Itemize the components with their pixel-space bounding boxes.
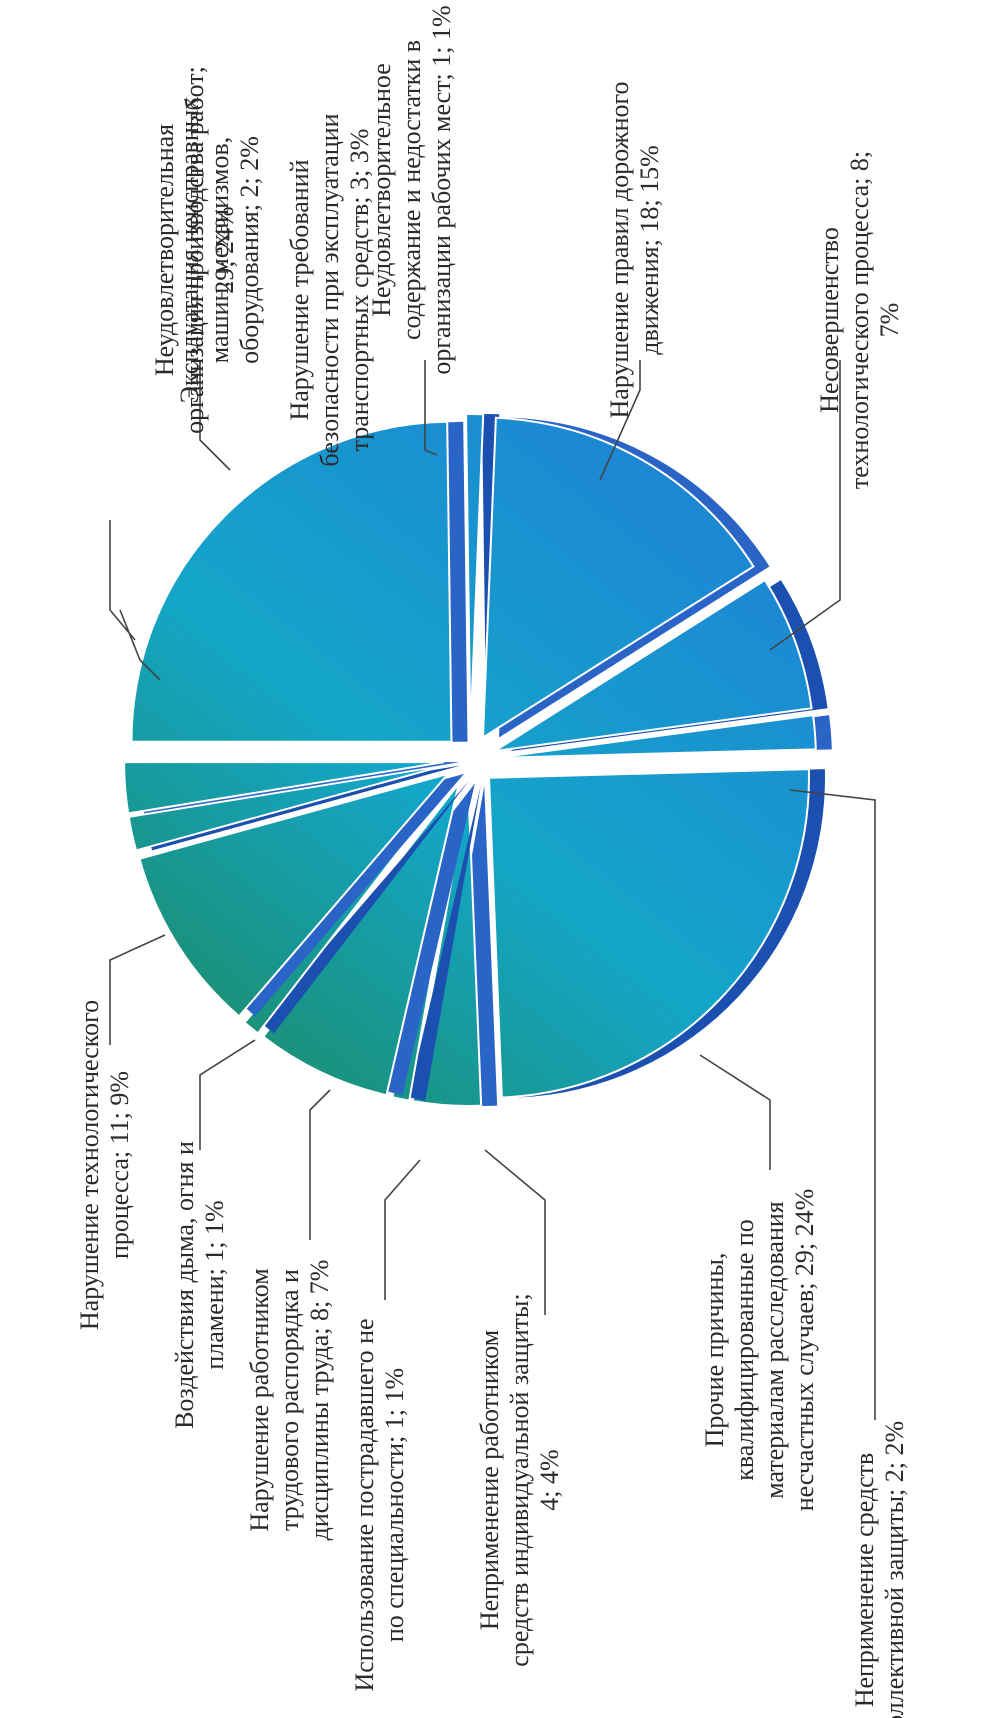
leader-line-5 xyxy=(789,789,876,1420)
data-label-8: Использование пострадавшего не по специал… xyxy=(350,1318,409,1691)
data-label-10: Воздействия дыма, огня и пламени; 1; 1% xyxy=(170,1141,229,1429)
labels-layer: Неудовлетворительная организация производ… xyxy=(75,5,909,1718)
pie-slice-11 xyxy=(138,772,451,1018)
data-label-line: технологического процесса; 8; xyxy=(845,151,874,489)
data-label-12: Эксплуатация неисправных машин, механизмо… xyxy=(175,97,264,404)
data-label-13: Нарушение требований безопасности при экс… xyxy=(285,113,374,466)
slice-edge-8 xyxy=(408,785,481,1101)
data-label-line: транспортных средств; 3; 3% xyxy=(345,129,374,452)
leader-line-2 xyxy=(424,360,438,456)
data-label-line: Эксплуатация неисправных xyxy=(175,97,204,404)
pie-slice-13 xyxy=(123,761,445,815)
slice-edge-12 xyxy=(144,765,461,851)
data-label-line: Нарушение технологического xyxy=(75,1000,104,1330)
data-label-line: Нарушение требований xyxy=(285,159,314,420)
data-label-6: Прочие причины, квалифицированные по матер… xyxy=(700,1189,819,1512)
data-label-7: Неприменение работником средств индивидуа… xyxy=(475,1293,564,1666)
data-label-line: машин, механизмов, xyxy=(205,137,234,363)
leader-line-1 xyxy=(199,360,231,471)
data-label-line: Неприменение средств xyxy=(850,1453,879,1708)
leader-line-13 xyxy=(109,520,136,641)
data-label-line: Неприменение работником xyxy=(475,1330,504,1630)
data-label-1: Неудовлетворительная организация производ… xyxy=(150,66,239,434)
pie-slice-2 xyxy=(465,413,485,735)
data-label-4: Несовершенство технологического процесса;… xyxy=(815,151,904,489)
data-label-line: Прочие причины, xyxy=(700,1253,729,1448)
data-label-line: 29; 24% xyxy=(210,206,239,293)
data-label-line: безопасности при эксплуатации xyxy=(315,113,344,466)
leader-line-10 xyxy=(199,1039,256,1150)
data-label-line: Воздействия дыма, огня и xyxy=(170,1141,199,1429)
data-label-line: оборудования; 2; 2% xyxy=(235,136,264,364)
data-label-line: организация производства работ; xyxy=(180,66,209,434)
data-label-line: несчастных случаев; 29; 24% xyxy=(790,1189,819,1512)
pie-slice-9 xyxy=(261,782,460,1097)
pie-slice-3 xyxy=(481,416,755,740)
data-label-line: пламени; 1; 1% xyxy=(200,1200,229,1369)
pie-slice-4 xyxy=(493,578,813,753)
data-label-line: 7% xyxy=(875,303,904,338)
leaders-layer xyxy=(109,360,876,1420)
data-label-line: 4; 4% xyxy=(535,1449,564,1510)
leader-line-11 xyxy=(109,934,166,1045)
data-label-line: Использование пострадавшего не xyxy=(350,1318,379,1691)
data-label-line: коллективной защиты; 2; 2% xyxy=(880,1421,909,1718)
pie-slice-6 xyxy=(487,768,810,1099)
leader-line-12 xyxy=(119,609,161,681)
slice-edge-10 xyxy=(260,780,470,1034)
data-label-line: Несовершенство xyxy=(815,227,844,413)
data-label-line: Нарушение работником xyxy=(245,1268,274,1531)
data-label-3: Нарушение правил дорожного движения; 18; … xyxy=(605,82,664,419)
data-label-line: Неудовлетворительная xyxy=(150,124,179,376)
leader-line-8 xyxy=(384,1159,421,1300)
data-label-line: содержание и недостатки в xyxy=(397,40,426,340)
data-label-line: Неудовлетворительное xyxy=(367,63,396,317)
data-label-5: Неприменение средств коллективной защиты;… xyxy=(850,1421,909,1718)
pie-slice-12 xyxy=(127,764,445,852)
slices-layer xyxy=(123,413,832,1107)
pie-slice-5 xyxy=(495,713,817,759)
data-label-line: квалифицированные по xyxy=(730,1219,759,1481)
data-label-line: трудового распорядка и xyxy=(275,1269,304,1531)
leader-line-9 xyxy=(309,1089,331,1240)
leader-line-6 xyxy=(699,1054,771,1170)
data-label-line: движения; 18; 15% xyxy=(635,145,664,354)
data-label-9: Нарушение работником трудового распорядка… xyxy=(245,1260,334,1541)
data-label-line: средств индивидуальной защиты; xyxy=(505,1293,534,1666)
data-label-line: материалам расследования xyxy=(760,1201,789,1499)
data-label-line: Нарушение правил дорожного xyxy=(605,82,634,419)
data-label-line: организации рабочих мест; 1; 1% xyxy=(427,5,456,374)
data-label-line: дисциплины труда; 8; 7% xyxy=(305,1260,334,1541)
leader-line-7 xyxy=(484,1149,546,1315)
leader-line-4 xyxy=(769,360,841,651)
pie-slice-1 xyxy=(130,420,453,743)
data-label-line: процесса; 11; 9% xyxy=(105,1071,134,1259)
data-label-11: Нарушение технологического процесса; 11; … xyxy=(75,1000,134,1330)
data-label-2: Неудовлетворительное содержание и недоста… xyxy=(367,5,456,374)
leader-line-3 xyxy=(599,360,641,481)
data-label-line: по специальности; 1; 1% xyxy=(380,1368,409,1642)
